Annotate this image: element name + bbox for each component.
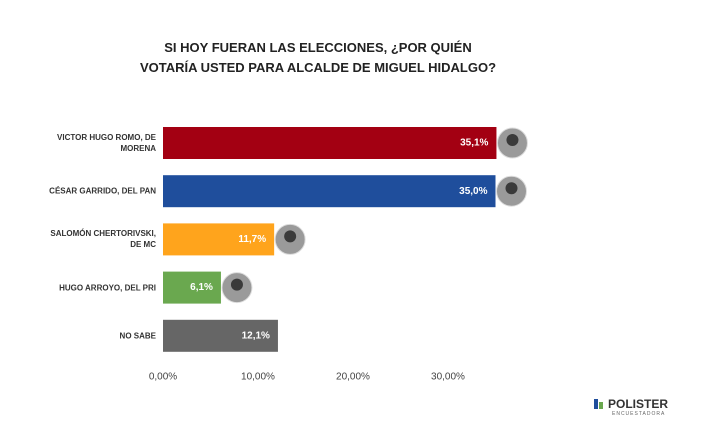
logo-icon — [594, 399, 598, 409]
value-label: 12,1% — [242, 330, 270, 341]
photo-head — [506, 134, 519, 146]
logo-tagline: ENCUESTADORA — [612, 411, 666, 417]
value-label: 11,7% — [238, 234, 266, 245]
y-tick-label: SALOMÓN CHERTORIVSKI, DE MC — [50, 229, 156, 250]
photo-head — [284, 230, 297, 243]
bar — [163, 127, 497, 159]
logo-icon — [599, 402, 603, 409]
x-tick-label: 30,00% — [431, 372, 465, 383]
value-label: 35,0% — [459, 186, 487, 197]
x-tick-label: 10,00% — [241, 372, 275, 383]
bar — [163, 271, 221, 304]
value-label: 6,1% — [190, 282, 213, 293]
y-tick-label: VICTOR HUGO ROMO, DE MORENA — [57, 133, 156, 153]
y-tick-label: HUGO ARROYO, DEL PRI — [59, 283, 156, 293]
bar — [163, 223, 275, 256]
bar — [163, 175, 496, 208]
y-tick-label: NO SABE — [119, 331, 156, 341]
value-label: 35,1% — [460, 138, 488, 149]
logo-name: POLISTER — [608, 397, 669, 411]
x-tick-label: 20,00% — [336, 372, 370, 383]
photo-head — [230, 278, 243, 291]
photo-head — [505, 182, 518, 195]
x-tick-label: 0,00% — [149, 372, 177, 383]
chart-title: SI HOY FUERAN LAS ELECCIONES, ¿POR QUIÉN… — [139, 40, 497, 75]
bar — [163, 319, 278, 352]
y-tick-label: CÉSAR GARRIDO, DEL PAN — [49, 186, 156, 196]
